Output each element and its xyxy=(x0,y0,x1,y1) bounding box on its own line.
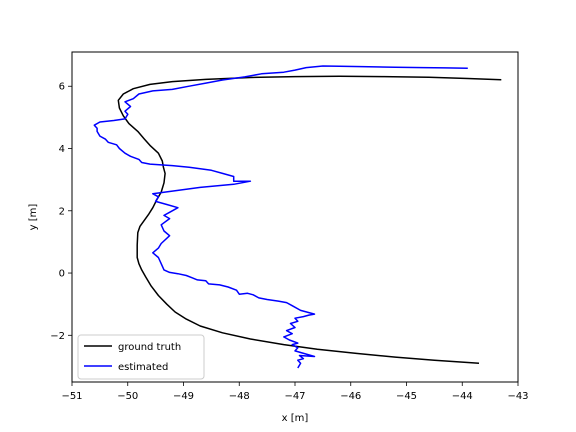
y-axis-label: y [m] xyxy=(28,204,39,231)
x-axis-ticks: −51 −50 −49 −48 −47 −46 −45 −44 −43 xyxy=(61,382,529,402)
y-tick-label: 4 xyxy=(59,144,65,155)
legend: ground truth estimated xyxy=(77,334,205,380)
series-line-ground-truth xyxy=(117,75,502,365)
y-tick-label: 2 xyxy=(59,206,65,217)
plot-area xyxy=(93,65,502,369)
x-tick-label: −45 xyxy=(396,391,417,402)
x-tick-label: −51 xyxy=(61,391,82,402)
y-tick-label: 6 xyxy=(59,82,65,93)
y-axis-ticks: −2 0 2 4 6 xyxy=(50,82,72,342)
legend-label-ground-truth: ground truth xyxy=(118,342,181,353)
x-tick-label: −49 xyxy=(173,391,194,402)
x-tick-label: −44 xyxy=(452,391,473,402)
x-tick-label: −50 xyxy=(117,391,138,402)
y-tick-label: −2 xyxy=(50,331,65,342)
y-tick-label: 0 xyxy=(59,269,65,280)
series-line-estimated xyxy=(93,65,468,369)
x-tick-label: −48 xyxy=(229,391,250,402)
series-layer xyxy=(93,65,502,369)
x-tick-label: −47 xyxy=(284,391,305,402)
x-tick-label: −46 xyxy=(340,391,361,402)
x-tick-label: −43 xyxy=(507,391,528,402)
legend-label-estimated: estimated xyxy=(118,362,168,373)
x-axis-label: x [m] xyxy=(282,413,309,424)
